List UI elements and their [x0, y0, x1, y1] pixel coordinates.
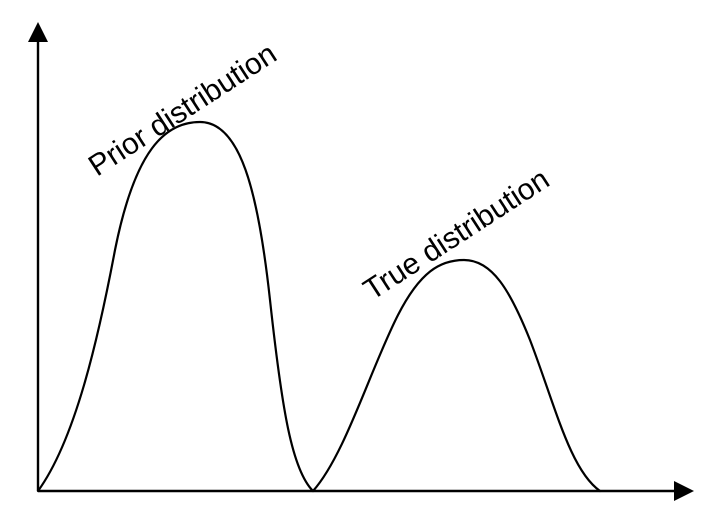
x-axis-arrowhead: [674, 481, 694, 501]
true-distribution-label: True distribution: [358, 163, 555, 307]
prior-distribution-label: Prior distribution: [83, 37, 283, 183]
y-axis-arrowhead: [28, 22, 48, 42]
true-distribution-curve: [311, 258, 602, 493]
prior-distribution-curve: [36, 120, 315, 493]
